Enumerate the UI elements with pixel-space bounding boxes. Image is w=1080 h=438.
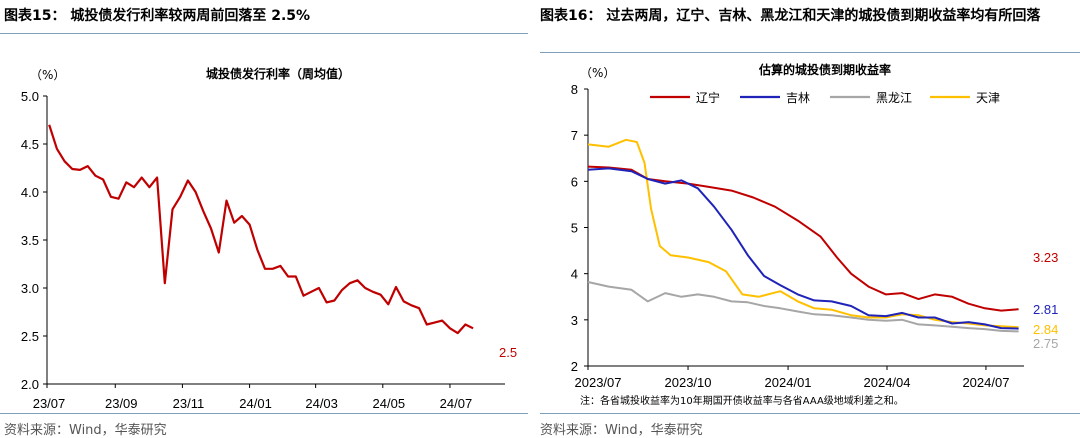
x-tick-label: 2023/07 [575,375,622,390]
series-line-jilin [587,167,1019,330]
legend-label: 辽宁 [696,90,720,105]
y-axis-unit: （%） [30,68,65,82]
y-tick-label: 2.5 [21,329,39,344]
x-tick-label: 2024/01 [765,375,812,390]
x-tick-label: 2023/10 [665,375,712,390]
x-tick-label: 23/09 [105,396,138,411]
chart-footnote: 注：各省城投收益率为10年期国开债收益率与各省AAA级地域利差之和。 [580,394,904,407]
end-value-label: 2.75 [1033,336,1058,351]
x-tick-label: 2024/07 [962,375,1009,390]
y-tick-label: 4.0 [21,185,39,200]
y-tick-label: 3 [571,313,578,328]
source-rule [540,413,1080,414]
series-line-issuance-rate [48,124,474,335]
x-tick-label: 24/01 [239,396,272,411]
y-tick-label: 3.5 [21,233,39,248]
y-tick-label: 7 [571,128,578,143]
y-axis-unit: （%） [580,66,615,80]
x-tick-label: 24/05 [373,396,406,411]
left-panel: 图表15： 城投债发行利率较两周前回落至 2.5% 5.0 4.5 4.0 3.5 3.… [0,0,528,438]
source-note: 资料来源：Wind，华泰研究 [4,423,167,438]
x-tick-label: 23/11 [173,396,205,411]
y-tick-label: 2 [571,359,578,374]
y-tick-label: 8 [571,82,578,97]
legend-label: 天津 [976,91,1000,105]
chart-title: 估算的城投债到期收益率 [758,62,891,77]
end-value-label: 2.5 [499,345,517,360]
y-tick-label: 4.5 [21,137,39,152]
y-tick-label: 3.0 [21,281,39,296]
series-line-heilongjiang [587,281,1019,333]
y-tick-label: 5 [571,221,578,236]
figure-title: 图表15： 城投债发行利率较两周前回落至 2.5% [4,8,311,24]
x-tick-label: 23/07 [33,396,66,411]
end-value-label: 2.84 [1033,322,1058,337]
y-tick-label: 5.0 [21,89,39,104]
end-value-label: 2.81 [1033,302,1058,317]
legend-label: 黑龙江 [876,91,912,105]
chart-title: 城投债发行利率（周均值） [206,66,350,81]
issuance-rate-chart: 5.0 4.5 4.0 3.5 3.0 2.5 2.0 23/07 23/09 23/11 24/0… [21,66,517,411]
y-tick-label: 4 [571,267,578,282]
x-tick-label: 24/07 [440,396,473,411]
end-value-label: 3.23 [1033,250,1058,265]
x-tick-label: 24/03 [305,396,338,411]
y-tick-label: 2.0 [21,377,39,392]
x-tick-label: 2024/04 [864,375,911,390]
figure-title: 图表16： 过去两周，辽宁、吉林、黑龙江和天津的城投债到期收益率均有所回落 [540,8,1041,24]
series-line-liaoning [587,165,1019,312]
right-panel: 图表16： 过去两周，辽宁、吉林、黑龙江和天津的城投债到期收益率均有所回落 8 7… [540,0,1080,438]
legend-label: 吉林 [786,91,810,105]
y-tick-label: 6 [571,174,578,189]
title-rule [540,52,1080,53]
source-rule [0,413,528,414]
title-rule [0,33,528,34]
source-note: 资料来源：Wind，华泰研究 [540,423,703,438]
